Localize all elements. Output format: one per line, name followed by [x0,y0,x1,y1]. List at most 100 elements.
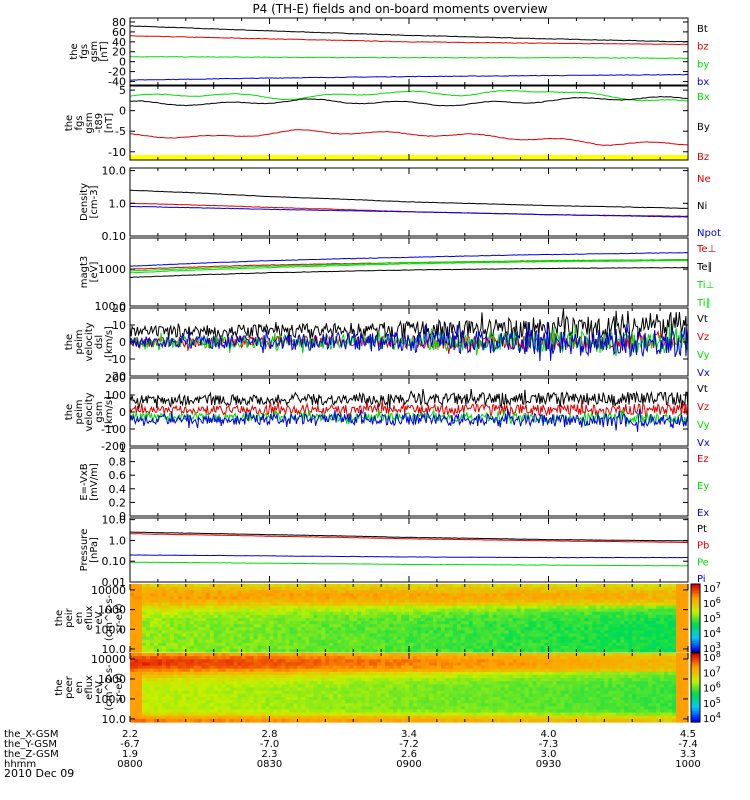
heatmap-cell [424,645,430,650]
heatmap-cell [488,605,494,610]
heatmap-cell [285,636,291,641]
heatmap-cell [193,684,199,689]
heatmap-cell [544,627,550,631]
heatmap-cell [185,593,191,597]
heatmap-cell [149,662,155,667]
heatmap-cell [277,715,283,720]
heatmap-cell [520,599,526,604]
heatmap-cell [496,642,502,647]
heatmap-cell [161,690,167,695]
heatmap-cell [257,627,263,631]
heatmap-cell [612,605,617,610]
heatmap-cell [409,605,414,610]
heatmap-cell [213,608,219,613]
heatmap-cell [353,659,358,664]
series-line-Ti [130,259,689,274]
heatmap-cell [309,665,314,670]
heatmap-cell [130,656,135,660]
heatmap-cell [620,611,625,616]
heatmap-cell [424,627,430,631]
heatmap-cell [229,593,235,597]
heatmap-cell [528,590,534,594]
heatmap-cell [217,630,223,635]
heatmap-cell [424,709,430,714]
heatmap-cell [233,639,239,644]
heatmap-cell [564,639,570,644]
heatmap-cell [321,706,326,711]
heatmap-cell [285,671,291,676]
heatmap-cell [377,602,382,607]
heatmap-cell [349,678,354,682]
heatmap-cell [141,687,147,692]
heatmap-cell [209,693,215,698]
heatmap-cell [281,700,287,704]
y-axis-label: [km/s] [104,326,115,358]
heatmap-cell [277,690,283,695]
heatmap-cell [189,621,195,625]
heatmap-cell [253,639,259,644]
heatmap-cell [389,587,394,591]
heatmap-cell [381,668,386,673]
heatmap-cell [484,611,490,616]
heatmap-cell [448,584,454,588]
heatmap-cell [293,668,298,673]
heatmap-cell [293,678,298,682]
heatmap-cell [193,639,199,644]
heatmap-cell [460,584,466,588]
heatmap-cell [444,636,450,641]
heatmap-cell [504,648,510,653]
heatmap-cell [261,627,267,631]
heatmap-cell [381,687,386,692]
heatmap-cell [229,584,235,588]
heatmap-cell [416,605,422,610]
heatmap-cell [233,596,239,601]
heatmap-cell [353,590,358,594]
heatmap-cell [217,593,223,597]
heatmap-cell [213,709,219,714]
heatmap-cell [632,633,637,638]
heatmap-cell [612,584,617,588]
heatmap-cell [141,614,147,619]
heatmap-cell [249,678,255,682]
heatmap-cell [556,633,562,638]
heatmap-cell [365,659,370,664]
heatmap-cell [293,715,298,720]
heatmap-cell [476,611,482,616]
heatmap-cell [189,618,195,622]
heatmap-cell [205,605,211,610]
heatmap-cell [385,645,390,650]
heatmap-cell [520,630,526,635]
heatmap-cell [428,653,434,657]
heatmap-cell [337,630,342,635]
heatmap-cell [237,703,243,707]
heatmap-cell [592,593,597,597]
heatmap-cell [157,621,163,625]
heatmap-cell [660,618,665,622]
heatmap-cell [133,602,139,607]
heatmap-cell [137,712,143,717]
heatmap-cell [173,668,179,673]
heatmap-cell [245,687,251,692]
heatmap-cell [325,678,330,682]
heatmap-cell [640,611,645,616]
heatmap-cell [329,599,334,604]
heatmap-cell [604,584,609,588]
heatmap-cell [636,645,641,650]
heatmap-cell [672,593,677,597]
heatmap-cell [588,624,593,628]
heatmap-cell [237,659,243,664]
heatmap-cell [325,608,330,613]
heatmap-cell [153,668,159,673]
heatmap-cell [564,621,570,625]
heatmap-cell [584,618,589,622]
heatmap-cell [652,624,657,628]
heatmap-cell [253,684,259,689]
heatmap-cell [357,618,362,622]
heatmap-cell [468,614,474,619]
heatmap-cell [221,614,227,619]
heatmap-cell [588,602,593,607]
heatmap-cell [265,665,271,670]
heatmap-cell [556,627,562,631]
heatmap-cell [173,659,179,664]
heatmap-cell [161,703,167,707]
